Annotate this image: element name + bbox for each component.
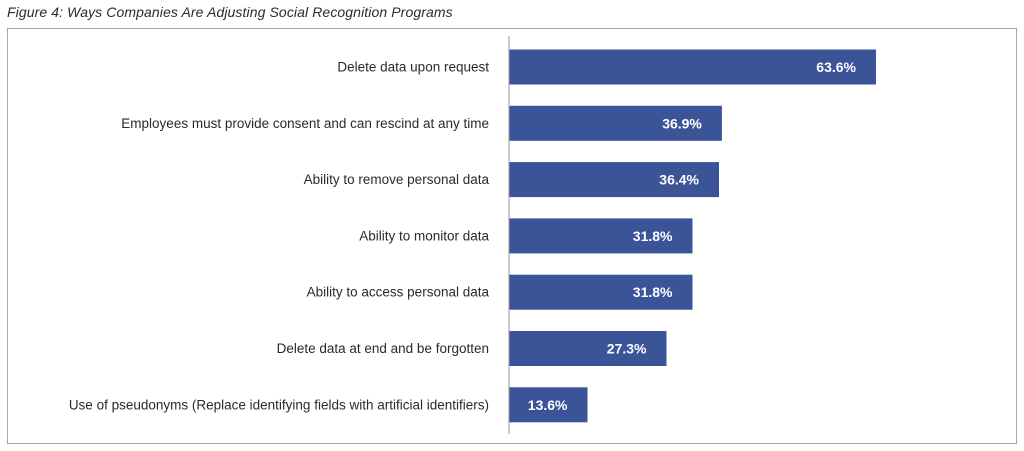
value-label: 31.8% (633, 228, 673, 244)
bar (509, 387, 588, 423)
bar (509, 218, 693, 254)
category-label: Delete data at end and be forgotten (277, 341, 489, 356)
bar (509, 331, 667, 366)
value-label: 27.3% (607, 341, 647, 357)
category-label: Employees must provide consent and can r… (121, 116, 489, 131)
labels-layer: Delete data upon request 63.6% Employees m… (69, 59, 857, 413)
bar (509, 162, 719, 198)
figure-caption: Figure 4: Ways Companies Are Adjusting S… (7, 4, 453, 20)
category-label: Delete data upon request (337, 60, 489, 75)
bar (509, 105, 722, 141)
category-label: Ability to remove personal data (304, 172, 490, 187)
bars-layer (509, 49, 876, 423)
value-label: 31.8% (633, 284, 673, 300)
category-label: Ability to monitor data (359, 228, 489, 243)
value-label: 36.9% (662, 115, 702, 131)
value-label: 36.4% (659, 172, 699, 188)
category-label: Ability to access personal data (307, 285, 490, 300)
category-label: Use of pseudonyms (Replace identifying f… (69, 397, 489, 412)
bar (509, 274, 693, 310)
value-label: 13.6% (528, 397, 568, 413)
value-label: 63.6% (816, 59, 856, 75)
bar (509, 49, 876, 85)
